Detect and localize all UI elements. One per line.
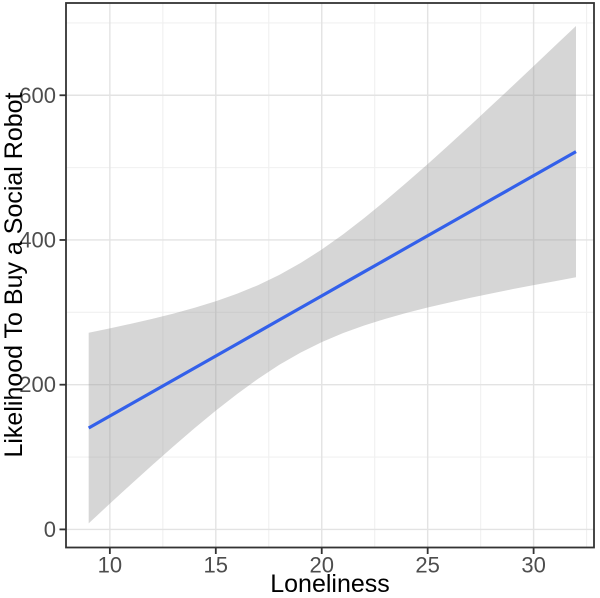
x-tick-label: 20 xyxy=(309,553,333,578)
x-axis-title: Loneliness xyxy=(270,570,390,598)
x-tick-label: 25 xyxy=(415,553,439,578)
y-tick-label: 400 xyxy=(19,227,56,252)
x-tick-label: 10 xyxy=(98,553,122,578)
y-axis-title: Likelihood To Buy a Social Robot xyxy=(0,92,28,457)
y-tick-label: 600 xyxy=(19,83,56,108)
panel-border xyxy=(65,2,595,549)
panel-frame xyxy=(65,2,595,549)
confidence-band xyxy=(88,25,576,524)
grid-layer xyxy=(66,3,594,548)
axis-ticks: 10 15 20 25 30 0 200 400 600 xyxy=(19,83,546,578)
x-tick-label: 30 xyxy=(521,553,545,578)
data-layer xyxy=(87,25,577,524)
regression-line xyxy=(87,150,577,430)
x-tick-label: 15 xyxy=(204,553,228,578)
y-tick-label: 0 xyxy=(44,517,56,542)
y-tick-label: 200 xyxy=(19,372,56,397)
